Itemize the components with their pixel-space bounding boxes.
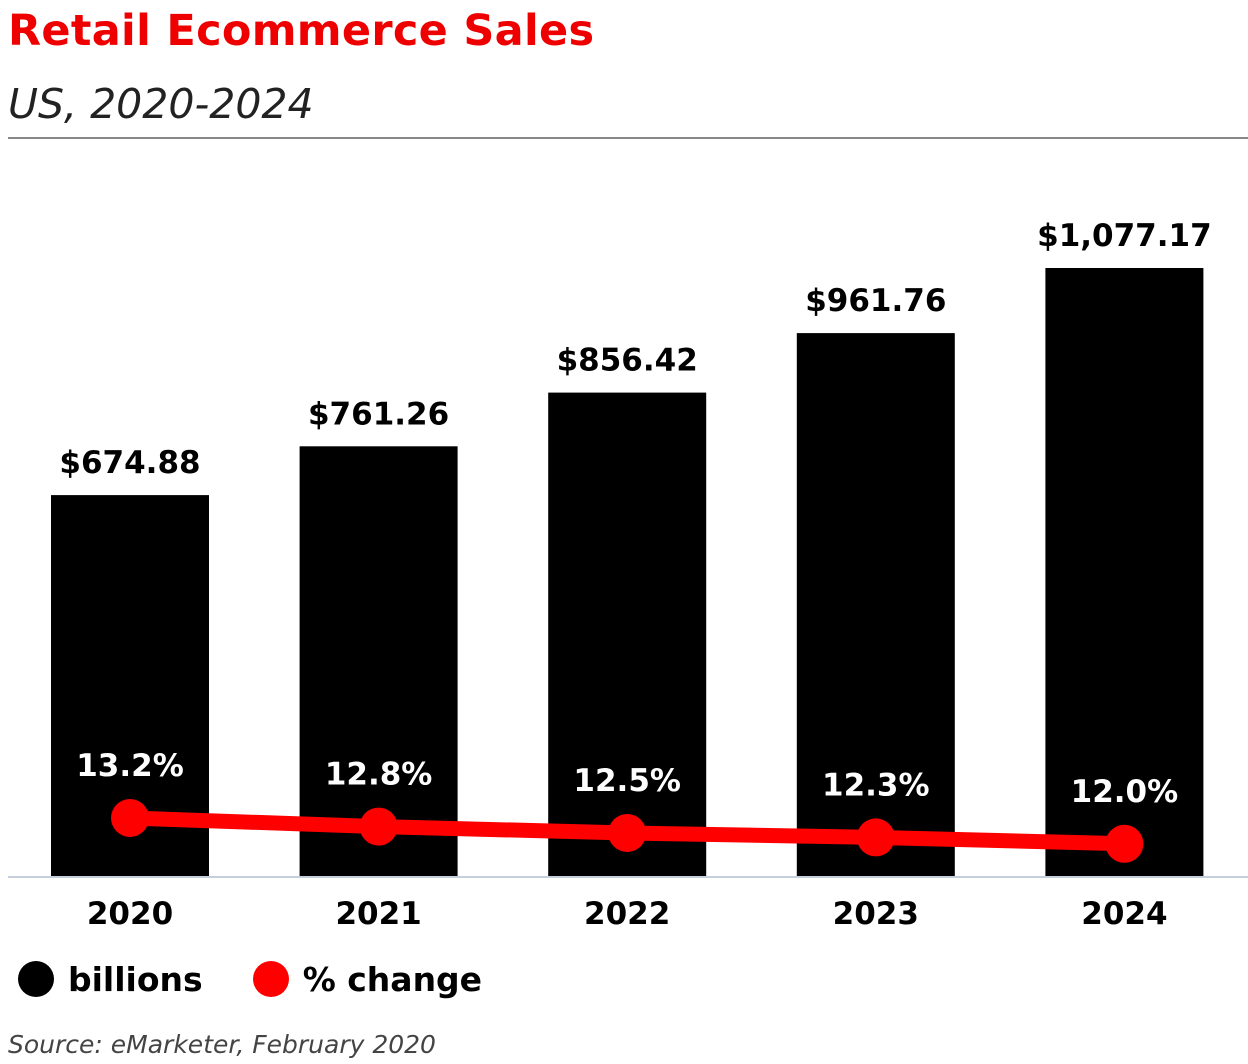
bar-value-label-2021: $761.26 (308, 396, 449, 432)
legend-label-billions: billions (68, 959, 203, 999)
legend-item-billions: billions (18, 960, 203, 999)
pct-change-point-2024 (1105, 824, 1144, 863)
x-tick-label-2021: 2021 (335, 896, 421, 932)
chart-title: Retail Ecommerce Sales (8, 6, 595, 56)
legend-swatch-billions (18, 961, 54, 997)
chart-legend: billions % change (18, 955, 532, 1003)
bar-value-label-2020: $674.88 (59, 445, 200, 481)
pct-change-label-2021: 12.8% (325, 757, 433, 793)
pct-change-label-2022: 12.5% (573, 763, 681, 799)
legend-swatch-pct-change (252, 961, 289, 997)
bar-value-label-2022: $856.42 (557, 343, 698, 379)
bar-2021 (299, 446, 458, 876)
retail-ecommerce-chart: $674.88 2020 $761.26 2021 $856.42 2022 $961.76… (8, 218, 1248, 932)
bar-value-label-2024: $1,077.17 (1037, 218, 1212, 254)
bar-2024 (1045, 268, 1204, 876)
legend-item-pct-change: % change (252, 959, 483, 999)
pct-change-point-2023 (856, 818, 895, 857)
pct-change-point-2020 (111, 799, 149, 837)
pct-change-label-2023: 12.3% (822, 767, 930, 803)
pct-change-point-2021 (359, 807, 398, 846)
chart-subtitle: US, 2020-2024 (8, 80, 314, 128)
pct-change-label-2024: 12.0% (1071, 774, 1179, 810)
x-tick-label-2024: 2024 (1081, 896, 1167, 932)
bar-2023 (796, 333, 955, 877)
legend-label-pct-change: % change (302, 959, 483, 999)
x-tick-label-2022: 2022 (584, 896, 670, 932)
pct-change-label-2020: 13.2% (76, 748, 184, 784)
header-divider (8, 137, 1248, 139)
source-note: Source: eMarketer, February 2020 (8, 1030, 436, 1059)
x-tick-label-2020: 2020 (87, 896, 173, 932)
bar-2022 (548, 392, 707, 876)
pct-change-point-2022 (608, 814, 647, 852)
x-tick-label-2023: 2023 (833, 896, 919, 932)
bar-value-label-2023: $961.76 (805, 283, 946, 319)
